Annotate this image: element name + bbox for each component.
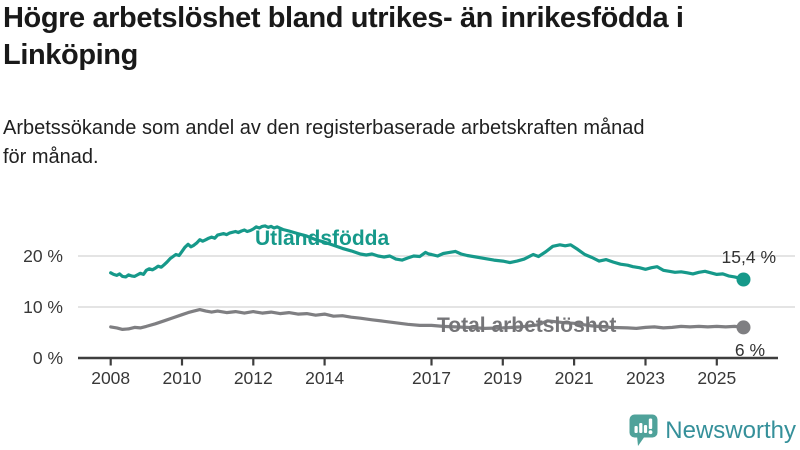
newsworthy-logo-text: Newsworthy [665,416,796,444]
x-tick-label: 2021 [555,368,594,388]
line-chart-canvas: 2008 2010 2012 2014 2017 2019 2021 2023 2025 0 % 1… [23,224,795,388]
chart-subtitle: Arbetssökande som andel av den registerb… [3,117,645,168]
x-tick-label: 2017 [412,368,451,388]
newsworthy-logo-icon [629,414,658,446]
x-tick-label: 2025 [697,368,736,388]
chart-title: Högre arbetslöshet bland utrikes- än inr… [3,2,684,71]
x-tick-label: 2023 [626,368,665,388]
newsworthy-logo[interactable]: Newsworthy [629,414,796,447]
series-end-dot-0 [736,272,751,287]
series-end-value-1: 6 % [735,340,765,360]
series-label-1: Total arbetslöshet [437,314,616,337]
series-label-0: Utlandsfödda [255,227,389,250]
y-tick-label: 20 % [23,246,63,266]
line-chart: 2008 2010 2012 2014 2017 2019 2021 2023 2025 0 % 1… [0,195,800,400]
x-tick-label: 2012 [234,368,273,388]
series-end-value-0: 15,4 % [722,247,776,267]
y-tick-label: 10 % [23,297,63,317]
y-tick-label: 0 % [33,348,63,368]
x-tick-label: 2008 [91,368,130,388]
series-line-0 [109,224,746,282]
series-end-dot-1 [736,320,751,335]
x-tick-label: 2019 [483,368,522,388]
x-tick-label: 2010 [163,368,202,388]
series-line-1 [109,308,746,331]
x-tick-label: 2014 [305,368,344,388]
